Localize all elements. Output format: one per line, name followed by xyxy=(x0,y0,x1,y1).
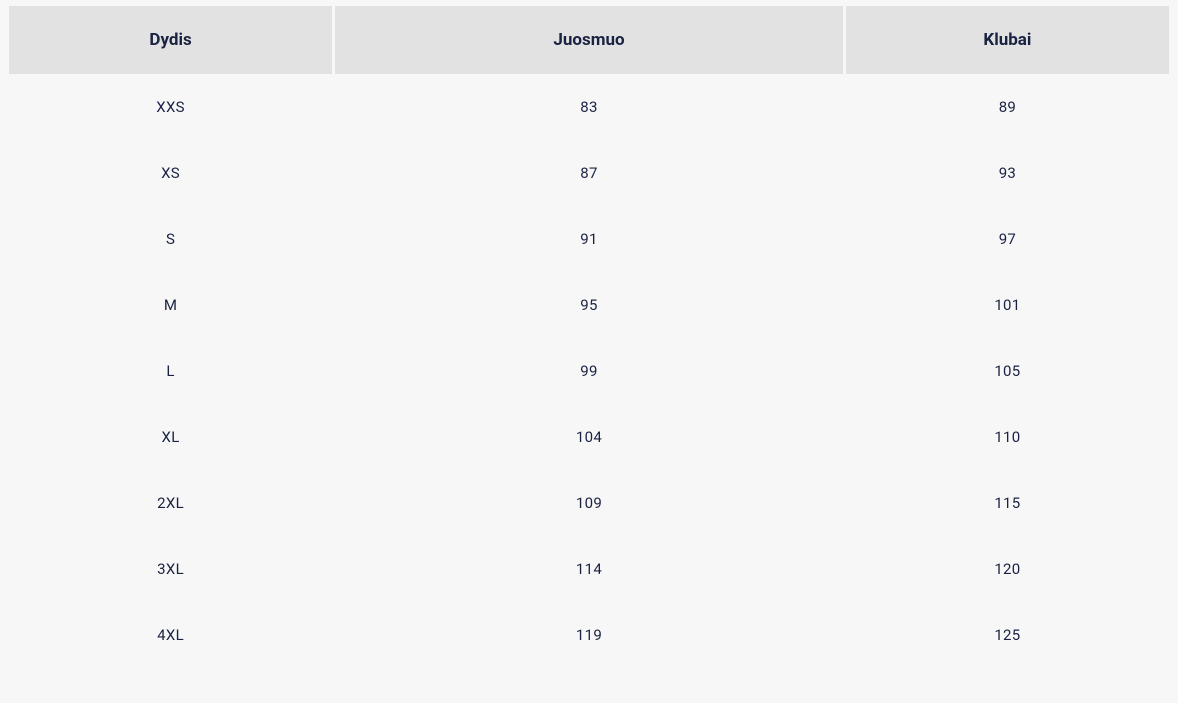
cell-size: XL xyxy=(9,404,332,470)
cell-hips: 110 xyxy=(846,404,1169,470)
cell-hips: 105 xyxy=(846,338,1169,404)
table-row: L 99 105 xyxy=(9,338,1169,404)
cell-waist: 87 xyxy=(335,140,843,206)
table-row: XS 87 93 xyxy=(9,140,1169,206)
cell-size: S xyxy=(9,206,332,272)
cell-size: XXS xyxy=(9,74,332,140)
cell-waist: 95 xyxy=(335,272,843,338)
cell-size: L xyxy=(9,338,332,404)
cell-waist: 104 xyxy=(335,404,843,470)
table-header-row: Dydis Juosmuo Klubai xyxy=(9,6,1169,74)
cell-waist: 114 xyxy=(335,536,843,602)
cell-hips: 125 xyxy=(846,602,1169,668)
cell-waist: 109 xyxy=(335,470,843,536)
table-row: 4XL 119 125 xyxy=(9,602,1169,668)
cell-waist: 91 xyxy=(335,206,843,272)
cell-waist: 99 xyxy=(335,338,843,404)
table-row: XL 104 110 xyxy=(9,404,1169,470)
table-row: XXS 83 89 xyxy=(9,74,1169,140)
table-row: S 91 97 xyxy=(9,206,1169,272)
cell-size: XS xyxy=(9,140,332,206)
cell-hips: 93 xyxy=(846,140,1169,206)
cell-hips: 101 xyxy=(846,272,1169,338)
cell-size: 4XL xyxy=(9,602,332,668)
column-header-hips: Klubai xyxy=(846,6,1169,74)
column-header-size: Dydis xyxy=(9,6,332,74)
size-table-container: Dydis Juosmuo Klubai XXS 83 89 XS 87 93 … xyxy=(6,6,1172,697)
cell-hips: 120 xyxy=(846,536,1169,602)
size-table: Dydis Juosmuo Klubai XXS 83 89 XS 87 93 … xyxy=(6,6,1172,668)
cell-waist: 83 xyxy=(335,74,843,140)
column-header-waist: Juosmuo xyxy=(335,6,843,74)
table-row: 3XL 114 120 xyxy=(9,536,1169,602)
table-row: 2XL 109 115 xyxy=(9,470,1169,536)
cell-hips: 97 xyxy=(846,206,1169,272)
cell-hips: 89 xyxy=(846,74,1169,140)
cell-size: M xyxy=(9,272,332,338)
cell-size: 3XL xyxy=(9,536,332,602)
table-row: M 95 101 xyxy=(9,272,1169,338)
cell-hips: 115 xyxy=(846,470,1169,536)
cell-size: 2XL xyxy=(9,470,332,536)
cell-waist: 119 xyxy=(335,602,843,668)
